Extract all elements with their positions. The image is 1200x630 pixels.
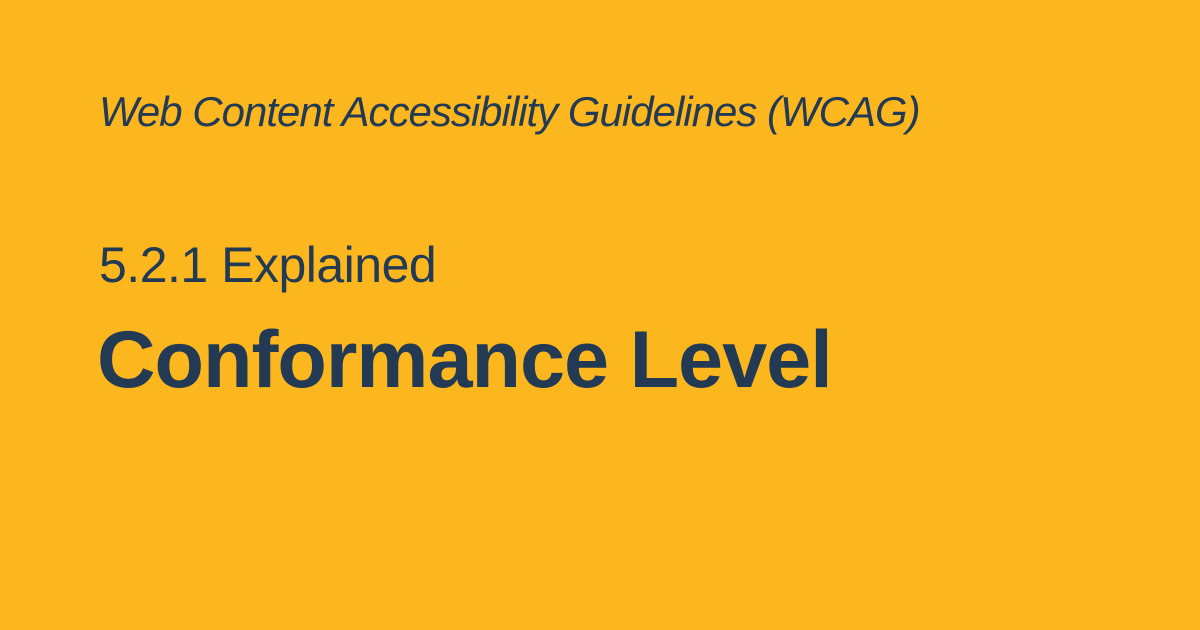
- page-title: Conformance Level: [97, 315, 833, 405]
- criterion-subtitle: 5.2.1 Explained: [99, 237, 437, 293]
- guidelines-eyebrow: Web Content Accessibility Guidelines (WC…: [99, 88, 921, 135]
